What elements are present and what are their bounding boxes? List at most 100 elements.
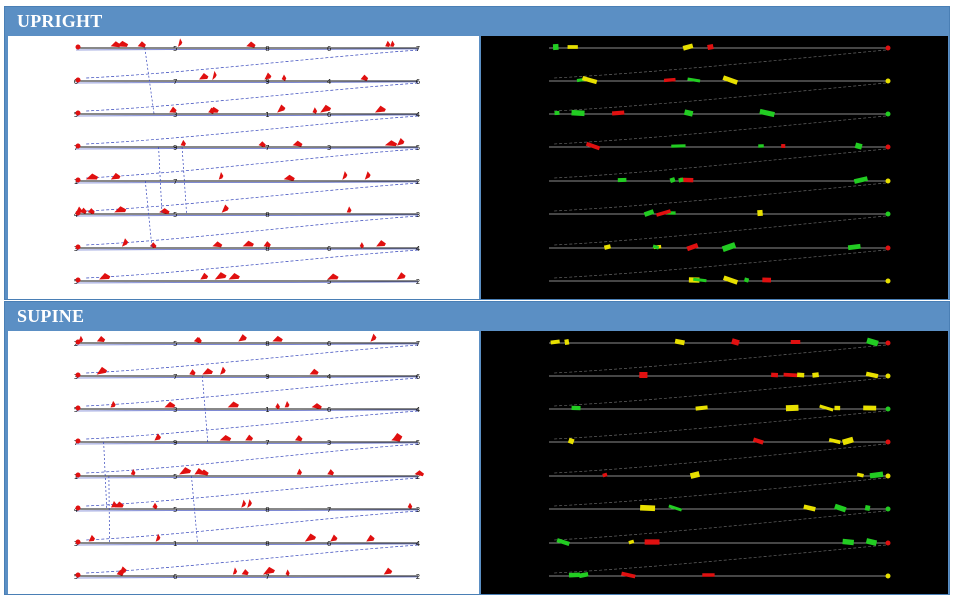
red-marker — [208, 107, 215, 114]
red-marker — [114, 206, 127, 213]
red-marker — [407, 502, 413, 510]
row-label: 3 — [74, 540, 78, 548]
colored-segment — [865, 538, 878, 546]
colored-segment — [644, 539, 660, 545]
colored-segment — [762, 277, 772, 283]
colored-segment — [686, 242, 699, 252]
connector-trace — [85, 49, 419, 79]
colored-segment — [683, 109, 694, 117]
red-marker — [346, 206, 352, 213]
red-marker — [75, 339, 81, 345]
row-label: 5 — [173, 340, 177, 348]
row-label: 8 — [265, 211, 269, 219]
red-marker — [75, 143, 81, 149]
connector-trace — [553, 544, 887, 574]
red-marker — [85, 173, 99, 180]
connector-trace — [553, 115, 887, 145]
row-label: 3 — [74, 373, 78, 381]
row-label: 3 — [327, 439, 331, 447]
row-label: 5 — [74, 111, 78, 119]
red-marker — [227, 401, 239, 408]
red-marker — [202, 368, 213, 375]
row-label: 7 — [173, 78, 177, 86]
colored-segment — [722, 75, 739, 85]
connector-trace — [553, 410, 887, 440]
red-marker — [75, 539, 81, 545]
colored-segment — [757, 209, 763, 217]
row-label: 9 — [173, 439, 177, 447]
red-marker — [327, 273, 339, 280]
colored-segment — [819, 404, 834, 412]
red-marker — [154, 433, 162, 441]
colored-segment — [702, 573, 715, 577]
red-marker — [75, 472, 81, 478]
end-marker — [885, 540, 891, 546]
vertical-trace — [191, 475, 198, 544]
colored-segment — [603, 244, 612, 250]
red-marker — [327, 469, 335, 476]
red-marker — [366, 534, 375, 542]
red-marker — [277, 104, 286, 113]
colored-segment — [674, 338, 685, 346]
colored-segment — [866, 337, 879, 347]
colored-segment — [567, 437, 575, 445]
red-marker — [118, 566, 127, 575]
red-marker — [196, 337, 202, 344]
red-marker — [200, 272, 209, 280]
vertical-trace — [144, 180, 153, 249]
colored-segment — [695, 405, 708, 411]
row-label: 2 — [416, 573, 420, 581]
red-marker — [312, 107, 318, 114]
row-trace-overlay — [75, 147, 419, 150]
red-marker — [390, 40, 395, 47]
end-marker — [885, 473, 891, 479]
red-marker — [75, 277, 81, 283]
red-marker — [294, 435, 303, 442]
colored-segment — [564, 339, 570, 345]
colored-segment — [842, 538, 855, 546]
red-marker — [75, 405, 81, 411]
colored-segment — [671, 144, 686, 148]
colored-segment — [669, 177, 676, 184]
colored-segment — [722, 275, 739, 285]
colored-segment — [611, 110, 625, 116]
red-marker — [232, 567, 238, 575]
row-label: 6 — [173, 573, 178, 581]
row-label: 1 — [265, 111, 269, 119]
row-trace-overlay — [75, 214, 419, 217]
colored-segment — [568, 572, 581, 578]
colored-segment — [796, 372, 805, 378]
colored-segment — [828, 437, 841, 445]
row-label: 3 — [416, 211, 420, 219]
row-label: 4 — [327, 373, 332, 381]
red-marker — [292, 140, 303, 147]
row-trace-overlay — [75, 509, 419, 512]
row-label: 1 — [74, 473, 78, 481]
red-marker — [281, 74, 287, 81]
red-marker — [177, 38, 183, 47]
row-label: 3 — [327, 144, 331, 152]
row-label: 6 — [327, 540, 332, 548]
row-label: 1 — [173, 540, 177, 548]
row-label: 6 — [327, 45, 332, 53]
red-marker — [242, 240, 254, 247]
red-marker — [180, 139, 186, 147]
end-marker — [885, 144, 891, 150]
connector-trace — [553, 344, 887, 374]
row-label: 3 — [74, 245, 78, 253]
supine-right-panel — [481, 331, 948, 594]
colored-segment — [841, 436, 854, 446]
red-marker — [75, 77, 81, 83]
connector-trace — [85, 410, 419, 440]
row-trace-overlay — [75, 576, 419, 579]
red-marker — [159, 208, 170, 215]
row-trace-overlay — [75, 248, 419, 251]
red-marker — [96, 366, 108, 375]
row-label: 7 — [416, 45, 420, 53]
colored-segment — [834, 503, 847, 513]
upright-right-panel — [481, 36, 948, 299]
row-label: 5 — [173, 45, 177, 53]
vertical-trace — [201, 375, 209, 443]
row-label: 7 — [173, 373, 177, 381]
connector-trace — [553, 182, 887, 212]
